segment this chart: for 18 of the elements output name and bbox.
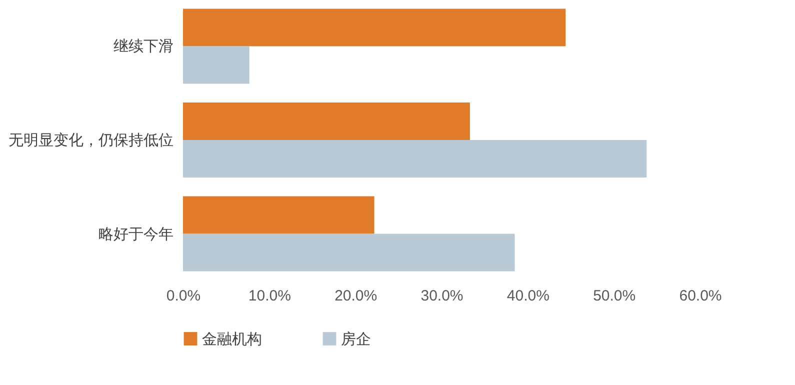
bar — [183, 8, 566, 46]
bar — [183, 196, 374, 234]
legend-label: 房企 — [341, 330, 371, 348]
legend-label: 金融机构 — [202, 330, 262, 348]
x-tick-label: 30.0% — [420, 288, 464, 304]
x-tick-label: 0.0% — [166, 288, 201, 304]
bar — [183, 234, 515, 272]
x-tick-label: 10.0% — [248, 288, 291, 304]
y-tick-label: 继续下滑 — [114, 38, 174, 56]
bar — [183, 140, 647, 178]
bar — [183, 102, 470, 140]
y-tick-label: 无明显变化，仍保持低位 — [8, 132, 174, 149]
y-tick-label: 略好于今年 — [98, 226, 174, 243]
x-tick-label: 50.0% — [593, 288, 636, 304]
x-tick-label: 40.0% — [506, 288, 550, 304]
bar — [183, 46, 250, 84]
x-tick-label: 20.0% — [334, 288, 378, 304]
x-tick-label: 60.0% — [679, 288, 722, 304]
